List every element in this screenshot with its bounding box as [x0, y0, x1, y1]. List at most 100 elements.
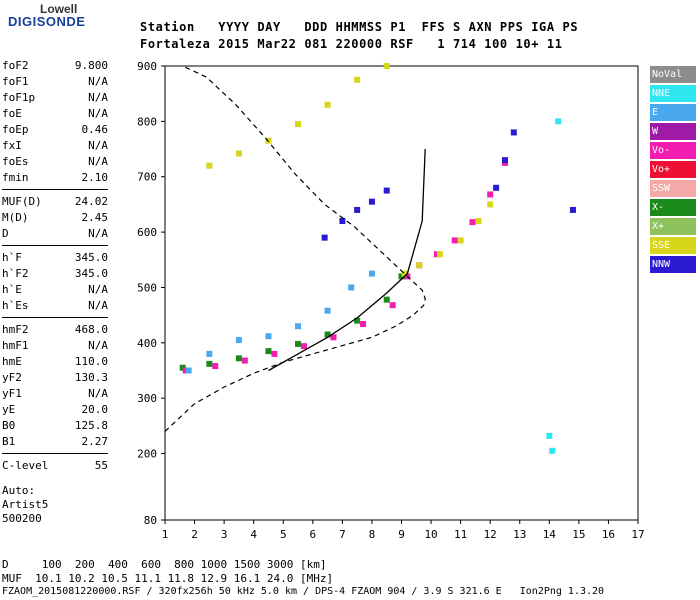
param-value: 345.0: [74, 267, 108, 280]
auto-version: 500200: [2, 512, 42, 525]
y-tick-label: 400: [137, 337, 157, 350]
param-value: 110.0: [74, 355, 108, 368]
param-row: yE 20.0: [2, 402, 108, 418]
param-row: B0 125.8: [2, 418, 108, 434]
data-point: [401, 270, 408, 277]
param-row: foE N/A: [2, 106, 108, 122]
param-name: fmin: [2, 171, 29, 184]
y-tick-label: 600: [137, 226, 157, 239]
profile-curve: [164, 65, 426, 432]
param-value: N/A: [88, 75, 108, 88]
x-tick-label: 4: [250, 528, 257, 541]
legend-item: SSW: [650, 180, 696, 197]
legend-item: SSE: [650, 237, 696, 254]
data-point: [212, 363, 219, 370]
param-value: N/A: [88, 139, 108, 152]
param-row: D N/A: [2, 226, 108, 242]
y-tick-label: 800: [137, 115, 157, 128]
legend-item: E: [650, 104, 696, 121]
muf-values-line: MUF 10.1 10.2 10.5 11.1 11.8 12.9 16.1 2…: [2, 572, 334, 585]
param-row: h`F2 345.0: [2, 266, 108, 282]
data-point: [295, 323, 302, 330]
data-point: [235, 337, 242, 344]
param-row: hmF2 468.0: [2, 322, 108, 338]
param-separator: [2, 245, 108, 246]
param-name: h`F2: [2, 267, 29, 280]
data-point: [360, 321, 367, 328]
param-name: yE: [2, 403, 16, 416]
param-row: foEs N/A: [2, 154, 108, 170]
param-value: N/A: [88, 227, 108, 240]
x-tick-label: 11: [454, 528, 467, 541]
param-value: 2.45: [81, 211, 109, 224]
x-tick-label: 12: [484, 528, 497, 541]
legend-item: NoVal: [650, 66, 696, 83]
param-name: h`Es: [2, 299, 29, 312]
param-name: foF1: [2, 75, 29, 88]
param-value: 20.0: [81, 403, 109, 416]
param-name: yF1: [2, 387, 22, 400]
data-point: [241, 357, 248, 364]
param-value: 2.10: [81, 171, 109, 184]
param-value: N/A: [88, 155, 108, 168]
data-point: [549, 447, 556, 454]
param-row: foF1p N/A: [2, 90, 108, 106]
data-point: [271, 350, 278, 357]
data-point: [493, 184, 500, 191]
data-point: [265, 333, 272, 340]
legend-item: Vo-: [650, 142, 696, 159]
param-value: 130.3: [74, 371, 108, 384]
data-point: [383, 187, 390, 194]
legend-item: Vo+: [650, 161, 696, 178]
param-row: foEp 0.46: [2, 122, 108, 138]
param-name: yF2: [2, 371, 22, 384]
param-row: fmin 2.10: [2, 170, 108, 186]
param-name: B0: [2, 419, 16, 432]
data-point: [206, 350, 213, 357]
param-row: hmF1 N/A: [2, 338, 108, 354]
param-row: h`Es N/A: [2, 298, 108, 314]
param-value: 468.0: [74, 323, 108, 336]
auto-artist: Artist5: [2, 498, 49, 511]
param-name: h`F: [2, 251, 22, 264]
param-row: MUF(D) 24.02: [2, 194, 108, 210]
param-row: hmE 110.0: [2, 354, 108, 370]
data-point: [475, 218, 482, 225]
param-value: 2.27: [81, 435, 109, 448]
x-tick-label: 16: [602, 528, 615, 541]
param-value: 0.46: [81, 123, 109, 136]
data-point: [469, 219, 476, 226]
param-row: h`E N/A: [2, 282, 108, 298]
param-name: foEp: [2, 123, 29, 136]
param-row: yF2 130.3: [2, 370, 108, 386]
polarization-legend: NoVal NNE E W Vo- Vo+ SSW X- X+ SSE NNW: [650, 66, 696, 275]
param-name: foF2: [2, 59, 29, 72]
param-name: B1: [2, 435, 16, 448]
data-point: [555, 118, 562, 125]
logo-digisonde: DIGISONDE: [8, 14, 86, 29]
data-point: [416, 262, 423, 269]
param-row: C-level 55: [2, 458, 108, 474]
x-tick-label: 15: [572, 528, 585, 541]
y-tick-label: 900: [137, 60, 157, 73]
x-tick-label: 6: [310, 528, 317, 541]
x-tick-label: 10: [424, 528, 437, 541]
y-tick-label: 200: [137, 448, 157, 461]
reference-curve: [268, 148, 426, 372]
param-row: yF1 N/A: [2, 386, 108, 402]
plot-frame: [164, 65, 639, 521]
legend-item: W: [650, 123, 696, 140]
x-tick-label: 3: [221, 528, 228, 541]
data-point: [354, 76, 361, 83]
y-tick-label: 700: [137, 171, 157, 184]
legend-item: NNW: [650, 256, 696, 273]
param-separator: [2, 317, 108, 318]
param-value: 24.02: [74, 195, 108, 208]
param-name: hmF1: [2, 339, 29, 352]
data-point: [185, 367, 192, 374]
x-tick-label: 17: [631, 528, 644, 541]
data-point: [457, 237, 464, 244]
param-name: C-level: [2, 459, 49, 472]
data-point: [354, 317, 361, 324]
